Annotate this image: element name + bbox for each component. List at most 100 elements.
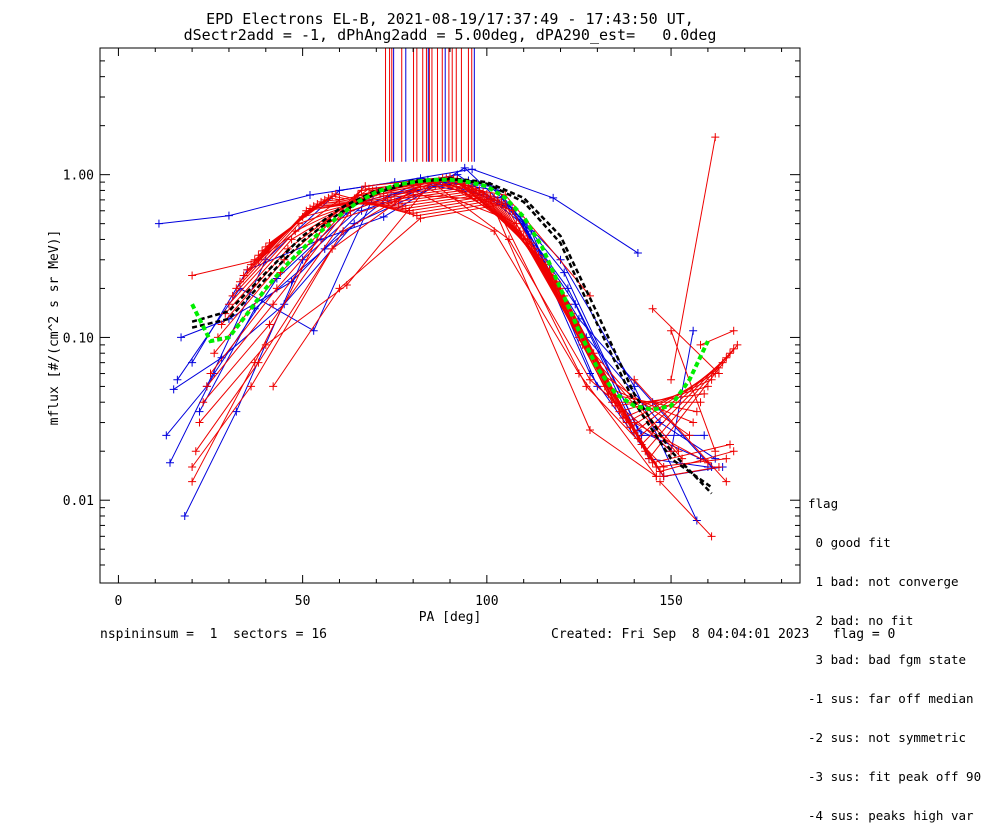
- series-point-35-1: [722, 477, 731, 486]
- axes: 0 50 100 150 0.01 0.10 1.00 PA [deg] mflux [#/(c…: [47, 47, 800, 625]
- series-point-0-1: [224, 211, 233, 220]
- series-5: [180, 175, 716, 520]
- series-point-31-6: [729, 447, 738, 456]
- series-point-26-0: [247, 260, 256, 269]
- series-point-19-6: [700, 389, 709, 398]
- x-axis-label: PA [deg]: [419, 610, 482, 625]
- series-point-13-0: [199, 398, 208, 407]
- series-line-37: [659, 481, 712, 537]
- series-line-34: [633, 422, 709, 464]
- y-tick-label-1: 0.10: [63, 331, 94, 346]
- series-point-33-5: [586, 425, 594, 434]
- series-point-0-0: [154, 219, 163, 228]
- series-7: [188, 163, 727, 481]
- series-point-5-2: [298, 255, 307, 264]
- series-point-3-0: [169, 385, 178, 394]
- series-line-6: [176, 174, 716, 460]
- series-point-40-1: [729, 326, 738, 335]
- series-point-7-3: [379, 212, 388, 221]
- plot-frame: [99, 47, 801, 584]
- series-point-11-0: [191, 447, 200, 456]
- series-point-11-6: [659, 462, 668, 471]
- series-point-1-3: [335, 186, 344, 195]
- series-line-39: [670, 137, 716, 380]
- vertical-markers: [385, 48, 475, 162]
- series-point-2-0: [166, 458, 174, 467]
- series-33: [188, 190, 661, 486]
- series-point-16-0: [210, 349, 219, 358]
- series-point-32-1: [335, 284, 344, 293]
- series-point-32-5: [659, 472, 668, 481]
- series-point-4-6: [571, 300, 580, 309]
- series-35: [630, 375, 731, 486]
- series-point-37-1: [707, 532, 716, 541]
- series-point-6-0: [173, 375, 182, 384]
- series-point-28-6: [733, 340, 742, 349]
- fit-curves: [190, 177, 713, 495]
- series-point-12-5: [586, 375, 594, 384]
- series-point-15-1: [272, 284, 281, 293]
- series-point-29-6: [726, 440, 734, 449]
- series-point-24-6: [718, 358, 727, 367]
- series-36: [648, 304, 723, 378]
- series-point-19-1: [287, 235, 296, 244]
- footer-spin-info: nspininsum = 1 sectors = 16: [100, 627, 327, 642]
- series-point-0-6: [633, 249, 642, 258]
- series-point-36-0: [648, 304, 657, 313]
- series-point-29-0: [258, 246, 267, 255]
- legend-item-0: 0 good fit: [808, 535, 891, 550]
- series-point-24-0: [239, 271, 248, 280]
- series-point-40-0: [696, 340, 705, 349]
- series-point-18-2: [364, 184, 373, 193]
- series-point-3-8: [700, 431, 709, 440]
- series-38: [667, 326, 720, 456]
- series-point-11-2: [339, 227, 348, 236]
- series-point-28-0: [254, 251, 263, 260]
- series-point-35-0: [630, 375, 639, 384]
- chart-title-line2: dSectr2add = -1, dPhAng2add = 5.00deg, d…: [183, 26, 717, 44]
- series-point-39-1: [711, 133, 720, 142]
- series-point-12-0: [195, 418, 204, 427]
- series-point-32-0: [269, 382, 278, 391]
- series-point-10-1: [247, 382, 256, 391]
- series-point-27-0: [250, 255, 259, 264]
- series-line-19: [224, 179, 705, 407]
- series-line-21: [232, 183, 712, 419]
- series-point-33-1: [250, 358, 259, 367]
- series-point-0-4: [468, 165, 477, 174]
- data-series: [154, 133, 742, 541]
- series-point-31-0: [265, 239, 274, 248]
- chart-title-line1: EPD Electrons EL-B, 2021-08-19/17:37:49 …: [206, 10, 694, 28]
- legend-item-3: 3 bad: bad fgm state: [808, 652, 967, 667]
- series-point-34-1: [703, 458, 712, 467]
- series-line-36: [652, 308, 720, 374]
- series-point-32-2: [416, 214, 425, 223]
- series-point-36-1: [714, 369, 723, 378]
- series-line-35: [633, 379, 727, 483]
- series-39: [667, 133, 720, 384]
- series-point-15-0: [206, 369, 215, 378]
- series-point-1-0: [162, 431, 171, 440]
- series-31: [265, 190, 738, 476]
- series-21: [228, 179, 716, 422]
- series-point-16-6: [689, 418, 698, 427]
- series-13: [199, 178, 683, 456]
- series-point-0-2: [306, 190, 314, 199]
- series-point-15-6: [685, 431, 694, 440]
- series-point-32-3: [501, 200, 510, 209]
- series-point-23-0: [236, 277, 244, 286]
- series-point-8-8: [689, 326, 698, 335]
- series-point-30-0: [261, 242, 270, 251]
- series-28: [254, 191, 742, 463]
- series-point-21-6: [707, 375, 716, 384]
- series-point-33-0: [188, 477, 197, 486]
- series-point-7-0: [188, 358, 197, 367]
- series-37: [656, 477, 716, 541]
- legend-item-4: -1 sus: far off median: [808, 691, 974, 706]
- chart-plot: 0 50 100 150 0.01 0.10 1.00 PA [deg] mflux [#/(c…: [47, 47, 801, 625]
- fit-curve-2: [190, 177, 710, 412]
- series-line-11: [195, 185, 665, 468]
- legend-item-6: -3 sus: fit peak off 90: [808, 769, 982, 784]
- series-point-18-0: [217, 320, 226, 329]
- series-point-16-2: [357, 186, 366, 195]
